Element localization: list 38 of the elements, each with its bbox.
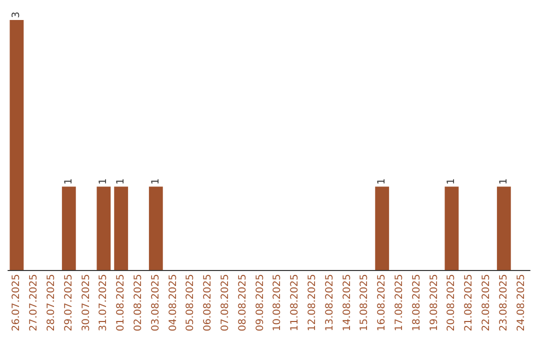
x-tick-label: 07.08.2025 bbox=[220, 274, 231, 332]
data-label: 1 bbox=[98, 178, 110, 185]
x-tick-label: 09.08.2025 bbox=[254, 274, 266, 332]
data-label: 1 bbox=[116, 178, 127, 185]
x-tick-label: 12.08.2025 bbox=[307, 274, 318, 332]
x-tick-label: 23.08.2025 bbox=[498, 274, 510, 332]
x-tick-label: 13.08.2025 bbox=[324, 274, 336, 332]
x-tick-label: 03.08.2025 bbox=[150, 274, 162, 332]
x-tick-label: 16.08.2025 bbox=[376, 274, 388, 332]
x-tick-label: 28.07.2025 bbox=[46, 274, 57, 332]
x-tick-label: 20.08.2025 bbox=[446, 274, 458, 332]
x-tick-label: 04.08.2025 bbox=[168, 274, 179, 332]
x-tick-label: 14.08.2025 bbox=[342, 274, 353, 332]
x-tick-label: 22.08.2025 bbox=[481, 274, 492, 332]
data-label: 1 bbox=[498, 178, 510, 185]
x-tick-label: 06.08.2025 bbox=[202, 274, 214, 332]
data-label: 1 bbox=[376, 178, 388, 185]
x-tick-label: 21.08.2025 bbox=[464, 274, 475, 332]
x-tick-label: 26.07.2025 bbox=[11, 274, 22, 332]
x-tick-label: 31.07.2025 bbox=[98, 274, 110, 332]
x-tick-label: 29.07.2025 bbox=[63, 274, 74, 332]
x-tick-label: 17.08.2025 bbox=[394, 274, 405, 332]
x-tick-label: 01.08.2025 bbox=[116, 274, 127, 332]
x-tick-label: 05.08.2025 bbox=[185, 274, 196, 332]
data-label: 3 bbox=[11, 12, 22, 18]
data-label: 1 bbox=[150, 178, 162, 185]
x-tick-label: 11.08.2025 bbox=[290, 274, 301, 332]
x-tick-label: 18.08.2025 bbox=[411, 274, 422, 332]
x-tick-label: 15.08.2025 bbox=[359, 274, 370, 332]
data-label: 1 bbox=[446, 178, 458, 185]
x-tick-label: 24.08.2025 bbox=[516, 274, 527, 332]
x-tick-label: 08.08.2025 bbox=[237, 274, 248, 332]
x-tick-label: 02.08.2025 bbox=[133, 274, 144, 332]
x-tick-label: 27.07.2025 bbox=[28, 274, 40, 332]
data-label: 1 bbox=[63, 178, 74, 185]
x-tick-label: 19.08.2025 bbox=[428, 274, 440, 332]
x-tick-label: 10.08.2025 bbox=[272, 274, 284, 332]
x-tick-label: 30.07.2025 bbox=[80, 274, 92, 332]
